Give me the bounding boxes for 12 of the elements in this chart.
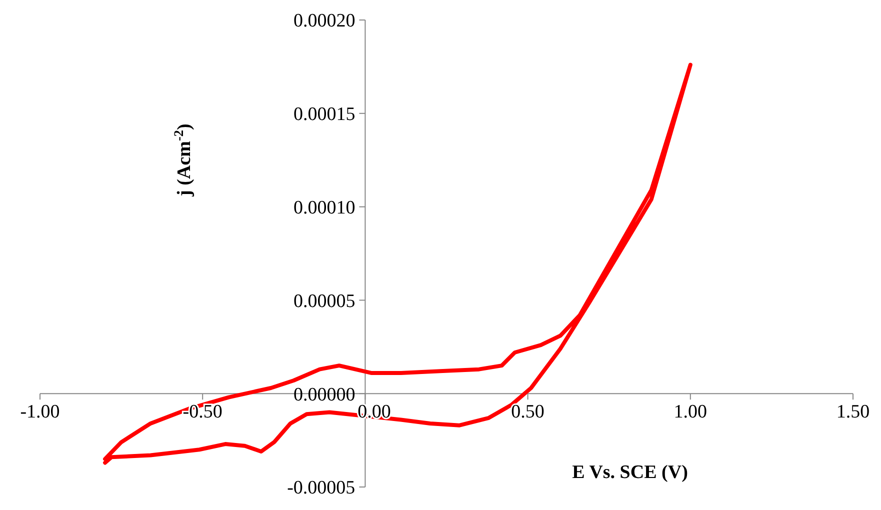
- x-tick-label: 1.50: [836, 402, 870, 423]
- y-tick-label: 0.00015: [293, 104, 356, 126]
- x-axis-title: E Vs. SCE (V): [572, 462, 688, 483]
- y-tick-label: 0.00000: [293, 384, 356, 406]
- x-tick-label: -1.00: [20, 402, 60, 423]
- y-tick-label: 0.00020: [293, 10, 356, 32]
- x-tick-label: 0.50: [511, 402, 544, 423]
- y-tick-label: 0.00005: [293, 290, 356, 312]
- y-tick-label: 0.00010: [293, 197, 356, 218]
- x-tick-label: -0.50: [182, 402, 222, 423]
- y-tick-label: -0.00005: [287, 478, 356, 499]
- x-tick-label: 1.00: [674, 402, 708, 423]
